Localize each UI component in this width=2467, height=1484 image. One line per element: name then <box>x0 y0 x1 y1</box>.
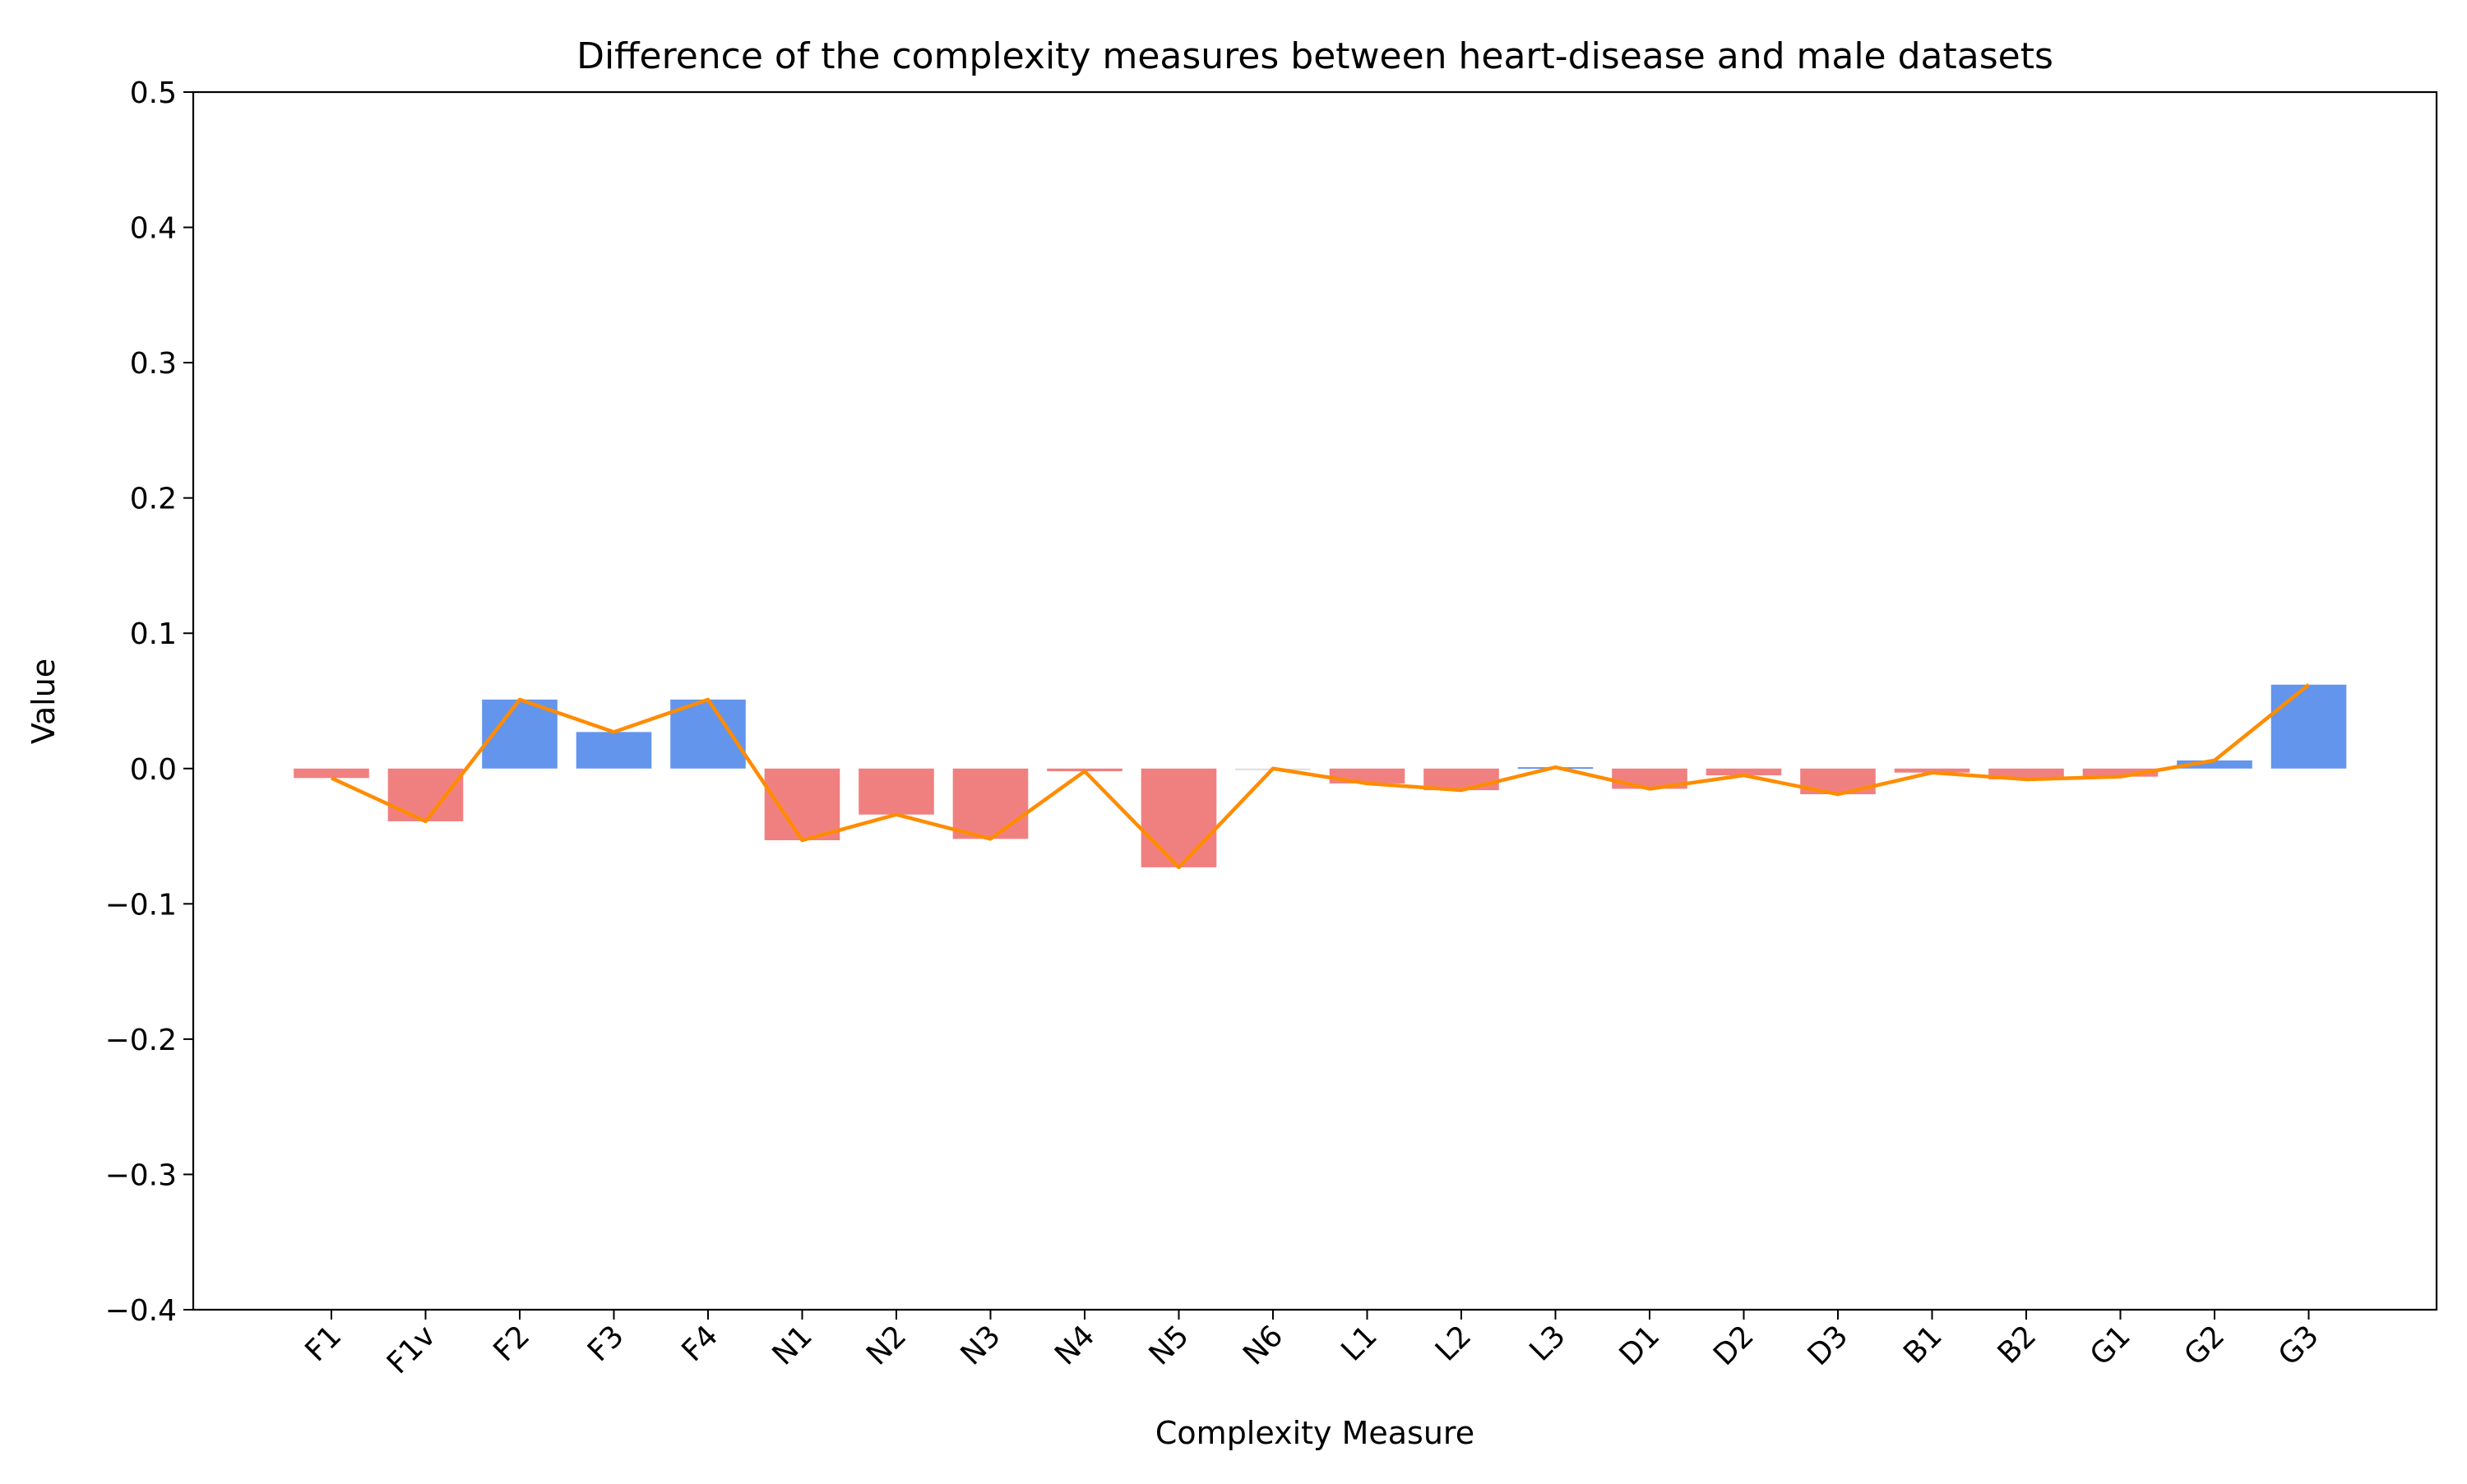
line-group <box>331 683 2310 870</box>
x-tick-label: F4 <box>676 1319 725 1368</box>
x-tick-label: L2 <box>1429 1319 1478 1367</box>
bar-g2 <box>2177 760 2252 769</box>
x-tick-label: L1 <box>1335 1319 1383 1367</box>
x-tick-label: B2 <box>1992 1319 2043 1371</box>
y-tick-label: −0.1 <box>105 888 177 922</box>
bar-f3 <box>576 732 652 769</box>
series-line <box>331 683 2310 870</box>
x-tick-label: D1 <box>1613 1319 1667 1372</box>
y-tick-label: 0.1 <box>130 617 177 651</box>
x-tick-label: F1 <box>299 1319 349 1368</box>
x-tick-label: G1 <box>2084 1319 2137 1372</box>
bar-g1 <box>2082 768 2159 777</box>
x-tick-label: N4 <box>1048 1319 1101 1371</box>
x-tick-label: F3 <box>581 1319 631 1368</box>
x-tick-label: G2 <box>2178 1319 2231 1372</box>
bar-n3 <box>952 768 1029 839</box>
y-tick-label: 0.4 <box>130 212 177 246</box>
x-tick-label: B1 <box>1897 1319 1949 1371</box>
x-axis-label: Complexity Measure <box>1155 1415 1474 1451</box>
y-tick-label: 0.0 <box>130 753 177 787</box>
x-tick-label: F2 <box>488 1319 537 1368</box>
y-tick-label: −0.2 <box>105 1024 177 1057</box>
x-tick-label: L3 <box>1523 1319 1571 1367</box>
y-tick-label: 0.5 <box>130 76 177 110</box>
x-tick-label: G3 <box>2272 1319 2326 1372</box>
x-tick-label: N3 <box>955 1319 1007 1371</box>
bar-d2 <box>1706 768 1782 776</box>
plot-frame <box>192 90 2438 1311</box>
x-tick-label: N2 <box>860 1319 913 1371</box>
x-tick-label: N5 <box>1143 1319 1196 1371</box>
x-tick-label: D2 <box>1707 1319 1761 1372</box>
bar-f1 <box>294 768 369 779</box>
axes-group: −0.4 −0.3 −0.2 −0.1 0.0 0.1 0.2 0.3 0.4 0.5 F1 F1v F… <box>105 76 2438 1380</box>
chart-title: Difference of the complexity measures be… <box>576 35 2053 77</box>
x-tick-label: N6 <box>1237 1319 1289 1371</box>
x-tick-label: F1v <box>381 1319 442 1380</box>
bar-n5 <box>1141 768 1217 867</box>
bar-b1 <box>1894 768 1970 773</box>
y-tick-label: 0.2 <box>130 483 177 516</box>
bars-group <box>294 684 2347 867</box>
bar-g3 <box>2270 684 2347 769</box>
y-tick-label: −0.3 <box>105 1158 177 1192</box>
x-tick-label: N1 <box>766 1319 819 1371</box>
bar-l1 <box>1329 768 1405 784</box>
bar-n2 <box>859 768 934 815</box>
y-tick-label: −0.4 <box>105 1294 177 1328</box>
bar-n1 <box>764 768 840 840</box>
bar-f1v <box>387 768 464 821</box>
x-tick-label: D3 <box>1802 1319 1855 1372</box>
y-axis-label: Value <box>25 659 62 744</box>
y-tick-label: 0.3 <box>130 347 177 381</box>
